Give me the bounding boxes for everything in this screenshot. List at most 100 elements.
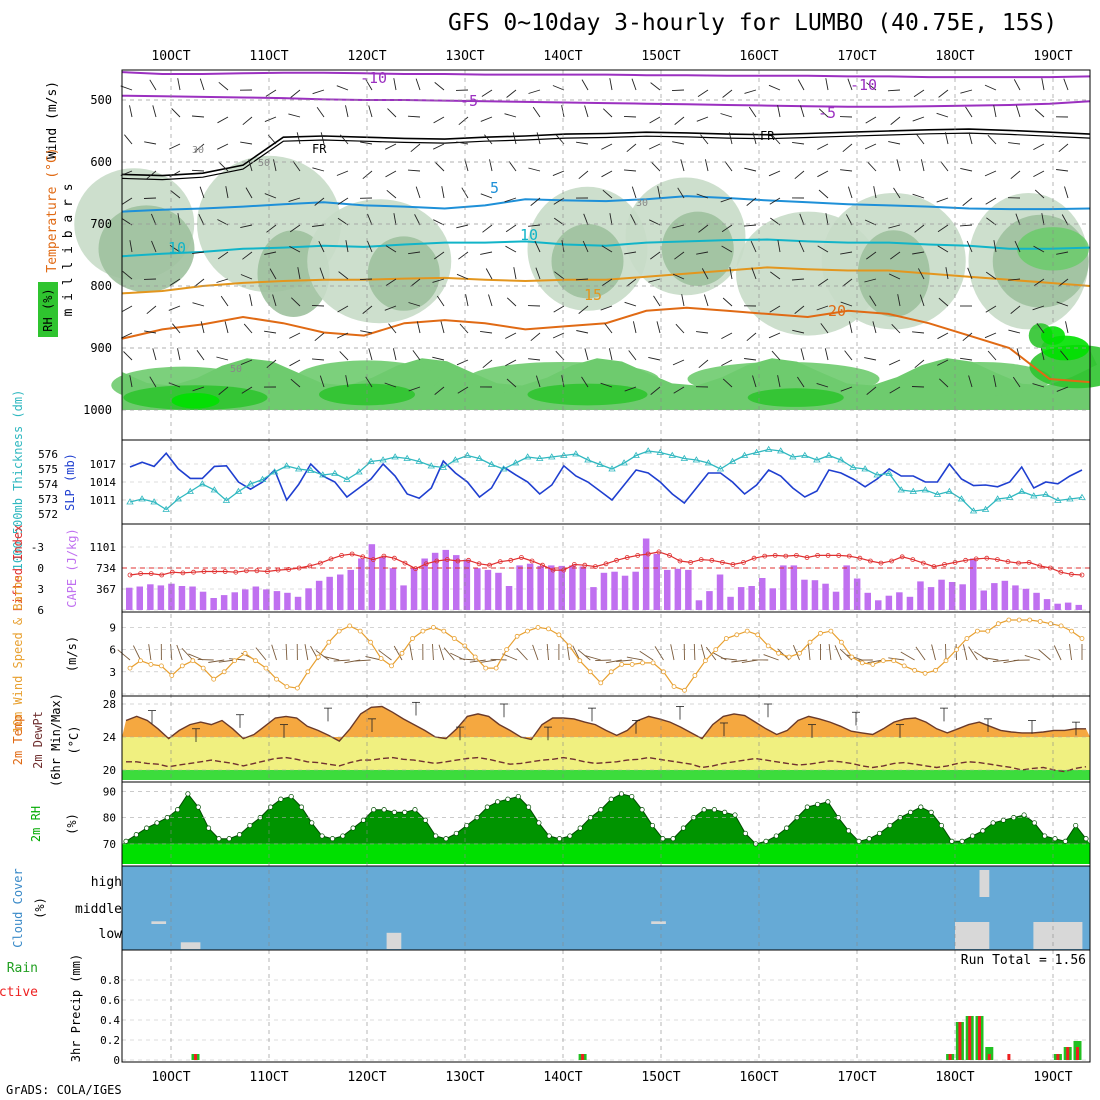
wind-barb [583, 213, 589, 226]
wind-speed-marker [703, 658, 708, 664]
wind-barb [576, 330, 589, 334]
wind-barb [746, 197, 757, 206]
pressure-tick-label: 500 [90, 93, 112, 107]
wind-barb [480, 330, 493, 334]
cape-bar [463, 559, 471, 610]
thickness-marker [632, 451, 640, 458]
wind-barb [434, 386, 445, 395]
wind-barb [289, 246, 301, 253]
wind-barb [333, 659, 350, 662]
time-tick-label-top: 10OCT [151, 49, 190, 64]
wind-barb [1008, 142, 1021, 145]
wind-barb [249, 294, 253, 307]
rh-marker [371, 807, 377, 813]
thickness-marker [523, 453, 532, 460]
rh-line [125, 793, 1087, 845]
wind-barb [120, 85, 133, 91]
cape-bar [579, 566, 587, 610]
li-marker [423, 561, 429, 567]
thickness-marker [475, 454, 484, 461]
wind-barb [129, 105, 133, 118]
wind-barb [216, 278, 229, 283]
li-marker [466, 557, 471, 563]
wind-barb [672, 359, 685, 366]
thickness-marker [355, 468, 363, 475]
isotherm-line [121, 94, 1091, 108]
cape-bar [832, 591, 840, 610]
rh-marker [959, 838, 965, 844]
wind-barb [791, 278, 805, 281]
temp-tick-label: 24 [103, 731, 117, 744]
isotherm-line [121, 71, 1091, 79]
cloud-axis-label: Cloud Cover [11, 868, 25, 947]
wind-barb [365, 376, 373, 388]
wind-barb [1058, 143, 1069, 153]
cape-bar [410, 568, 418, 610]
wind-barb [890, 251, 901, 260]
wind-barb [434, 251, 445, 260]
thickness-marker [608, 465, 616, 472]
li-tick-label: 0 [37, 562, 44, 575]
wind-barb [834, 645, 842, 661]
wind-barb [601, 170, 613, 178]
rh-marker [773, 833, 779, 839]
wind-barb [410, 143, 421, 153]
wind-barb [387, 108, 397, 118]
wind-speed-marker [619, 662, 625, 667]
temp-axis-label: 2m Temp [11, 715, 25, 766]
rh-unit-label: (%) [65, 813, 79, 835]
wind-speed-marker [420, 628, 426, 634]
wind-barb [697, 89, 709, 97]
li-marker [815, 553, 820, 558]
cape-bar [980, 590, 987, 610]
wind-barb [512, 132, 517, 145]
cape-bar [716, 574, 724, 610]
wind-barb [847, 186, 853, 199]
wind-speed-marker [242, 650, 248, 656]
thickness-marker [873, 471, 881, 478]
wind-barb [817, 278, 829, 287]
wind-barb [962, 332, 973, 342]
wind-speed-marker [891, 658, 897, 664]
rh-low-band [122, 843, 1090, 864]
rh-axis-label: 2m RH [29, 806, 43, 842]
rh-marker [495, 799, 501, 805]
li-marker [751, 555, 757, 561]
wind-barb [530, 332, 541, 342]
rh-marker [236, 832, 243, 838]
wind-speed-marker [357, 628, 363, 634]
wind-barb [945, 643, 947, 661]
rh-marker [278, 796, 284, 802]
wind-barb [408, 386, 421, 392]
wind-barb [600, 305, 613, 311]
wind-barb [191, 115, 205, 118]
li-marker [762, 553, 768, 559]
wind-barb [505, 359, 517, 367]
wind-barb [584, 105, 589, 118]
rh-marker [298, 804, 305, 810]
thickness-marker [620, 459, 628, 466]
li-marker [286, 567, 292, 572]
rh-marker [195, 804, 201, 810]
wind-barb [913, 89, 925, 98]
wind-barb [628, 350, 637, 361]
wind-barb [502, 653, 518, 661]
rh-marker [123, 838, 129, 844]
thickness-marker [993, 495, 1002, 502]
wind-barb [242, 251, 253, 260]
thickness-marker [150, 498, 158, 505]
wind-barb [481, 89, 493, 97]
thickness-marker [764, 445, 773, 452]
wind-barb [216, 356, 229, 361]
wind-barb [465, 294, 469, 307]
wind-barb [864, 357, 877, 361]
wind-barb [967, 267, 973, 280]
wind-barb [393, 213, 397, 226]
wind-barb [217, 251, 229, 260]
wind-barb [937, 224, 949, 233]
cape-bar [769, 588, 776, 610]
thickness-marker [704, 459, 713, 466]
thickness-marker [680, 454, 689, 461]
wind-barb [432, 643, 434, 661]
rh-marker [515, 793, 521, 800]
